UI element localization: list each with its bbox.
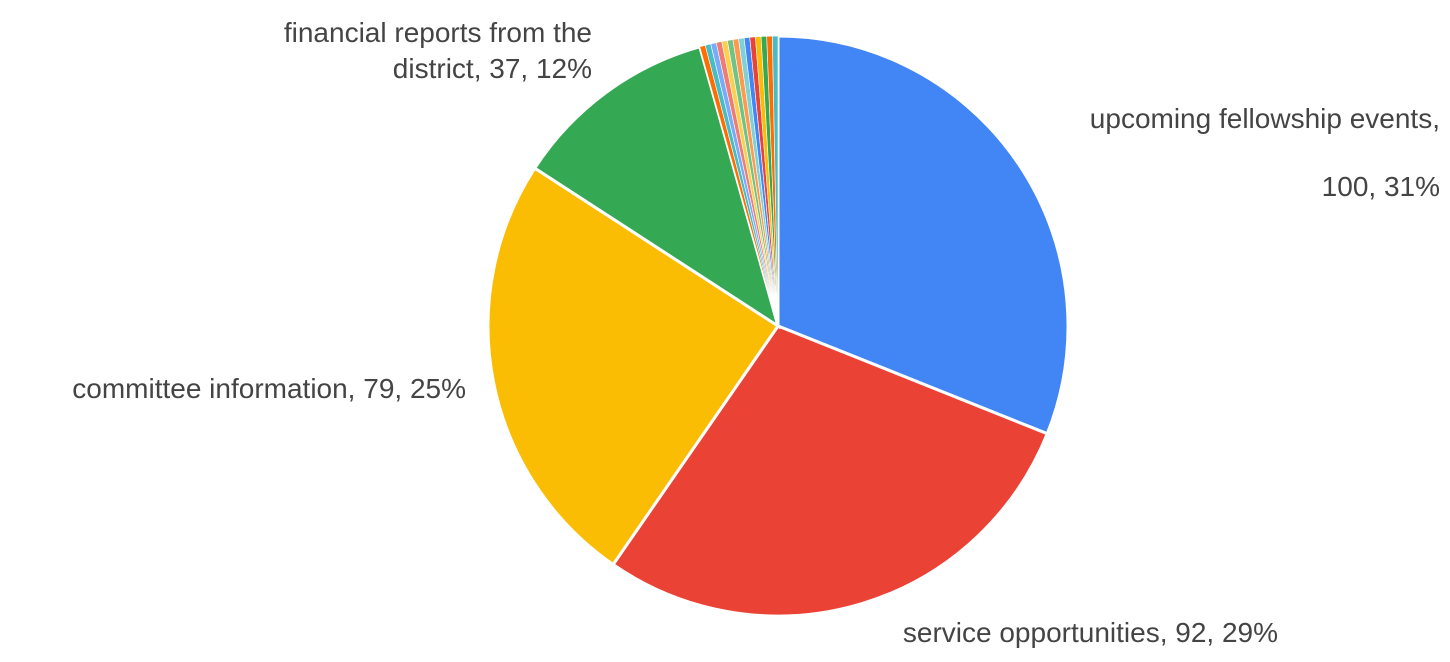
slice-label-line: committee information, 79, 25% (72, 373, 466, 404)
pie-slice-service-opportunities (610, 324, 1050, 618)
pie-slice-committee-information (486, 166, 781, 567)
pie-slice-minor-17 (772, 35, 779, 327)
slice-label-line: financial reports from the (284, 17, 592, 48)
slice-label-financial-reports-from-the-district: financial reports from the district, 37, … (284, 17, 592, 84)
slice-label-service-opportunities: service opportunities, 92, 29% (903, 617, 1278, 648)
pie-slice-financial-reports-from-the-district (532, 44, 781, 330)
slice-label-line: upcoming fellowship events, (1090, 103, 1440, 134)
pie-slice-upcoming-fellowship-events (776, 34, 1070, 436)
slice-label-line: 100, 31% (1322, 171, 1440, 202)
slice-label-line: service opportunities, 92, 29% (903, 617, 1278, 648)
pie-slices (486, 34, 1070, 618)
slice-labels: upcoming fellowship events, 100, 31% servi… (72, 17, 1440, 648)
slice-label-committee-information: committee information, 79, 25% (72, 373, 466, 404)
slice-label-line: district, 37, 12% (393, 53, 592, 84)
slice-label-upcoming-fellowship-events: upcoming fellowship events, 100, 31% (1090, 103, 1440, 202)
